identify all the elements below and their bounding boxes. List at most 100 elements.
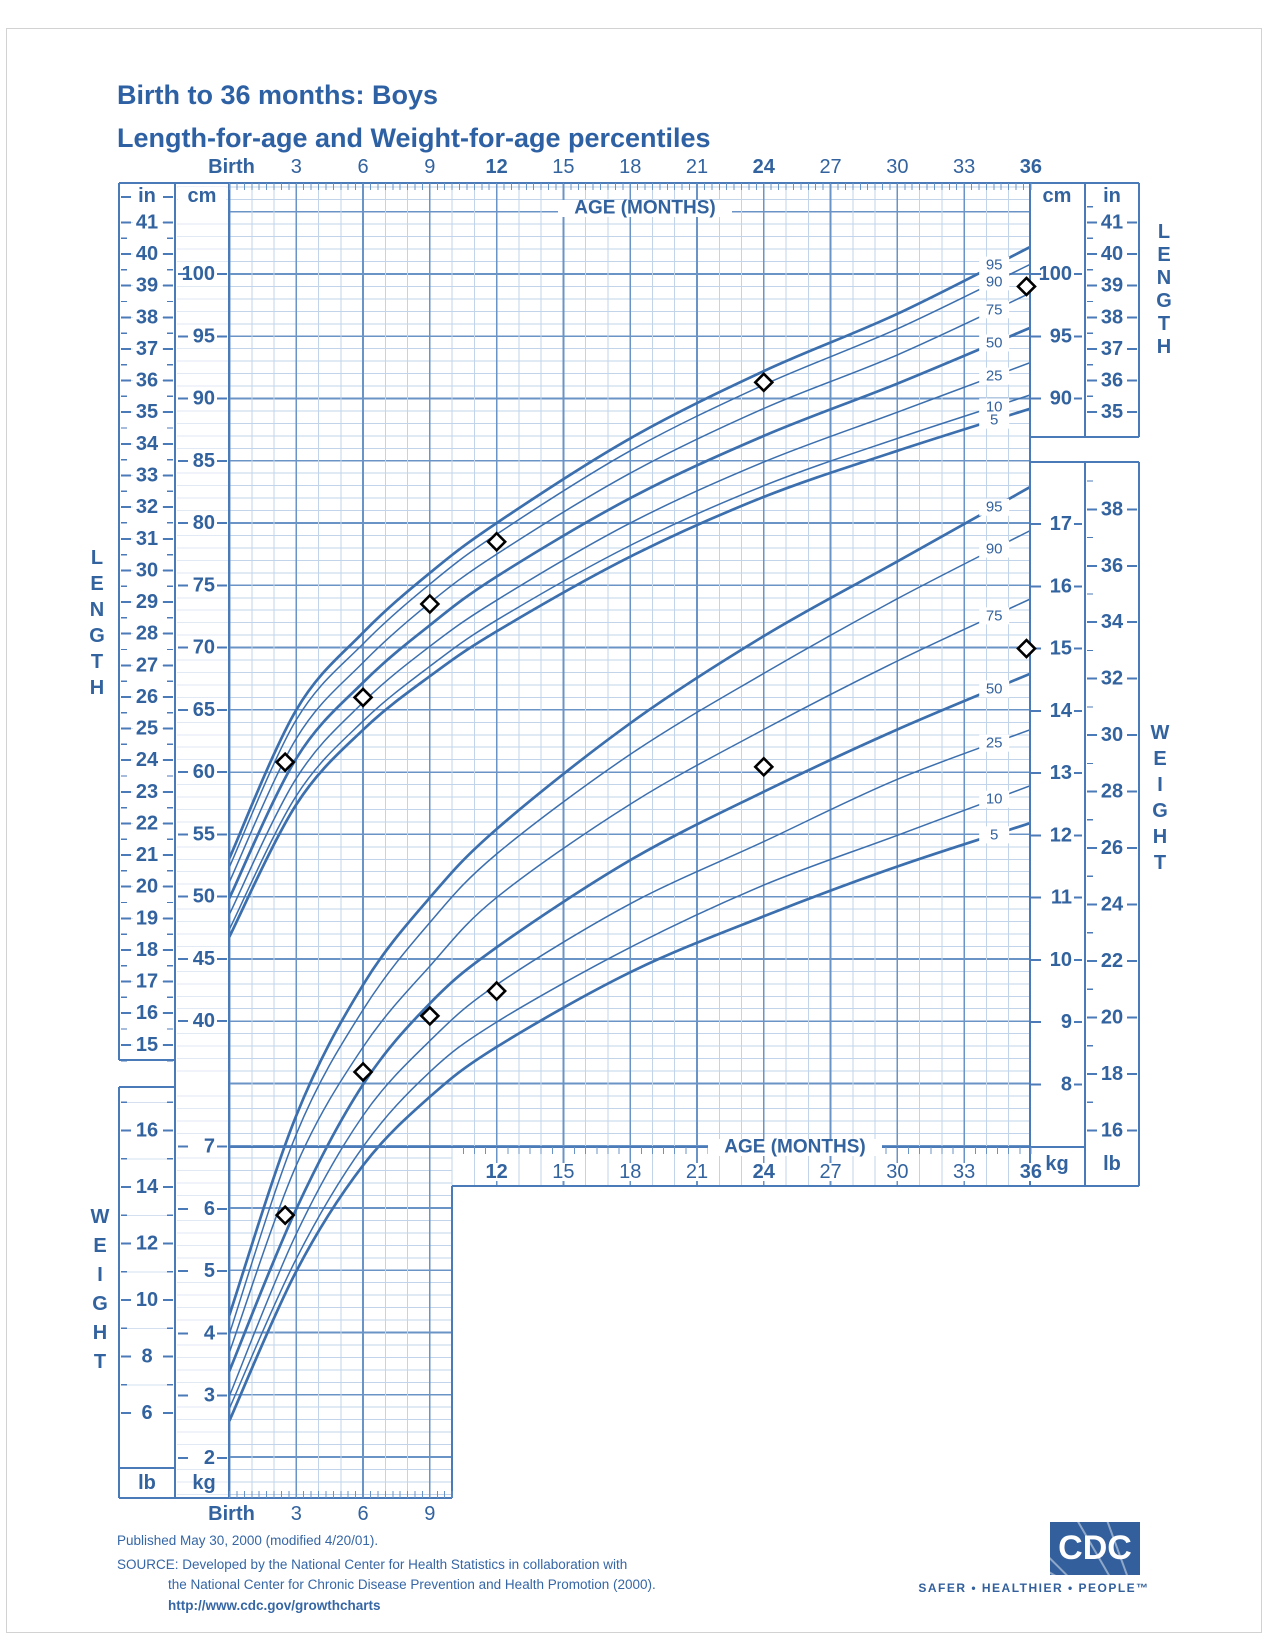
footer-source-line1: SOURCE: Developed by the National Center…: [117, 1557, 628, 1572]
weight-kg-left-label: 5: [204, 1260, 215, 1282]
length-in-right-label: 36: [1101, 370, 1123, 392]
cdc-logo-text: CDC: [1058, 1529, 1132, 1567]
percentile-curves-weight: [229, 485, 1030, 1422]
page-title-line2: Length-for-age and Weight-for-age percen…: [117, 123, 711, 153]
length-in-left-label: 28: [136, 623, 158, 645]
length-cm-left-label: 85: [193, 450, 215, 472]
label-halo: [133, 593, 162, 612]
age-top-label: 33: [953, 156, 975, 178]
label-halo: [176, 763, 216, 782]
length-cm-left-label: 90: [193, 388, 215, 410]
side-label-weight-right: E: [1153, 748, 1166, 770]
data-point: [419, 593, 441, 615]
length-cm-left-label: 50: [193, 886, 215, 908]
label-halo: [133, 403, 162, 422]
weight-kg-right-label: 11: [1051, 887, 1072, 909]
side-label-length-right: H: [1157, 336, 1171, 358]
age-bottom-label: 6: [358, 1503, 369, 1525]
label-halo: [176, 389, 216, 408]
length-scale-right: cm in 100 95 90 41 40 39 38 37 36 35: [1031, 185, 1137, 423]
side-label-length-left: E: [90, 573, 103, 595]
length-in-left-label: 22: [136, 812, 158, 834]
weight-kg-right-label: 17: [1050, 513, 1072, 535]
side-label-weight-left: T: [94, 1351, 106, 1373]
weight-lb-right-label: 16: [1101, 1120, 1123, 1142]
label-halo: [616, 1163, 645, 1181]
footer-url: http://www.cdc.gov/growthcharts: [168, 1598, 381, 1613]
label-halo: [176, 576, 216, 595]
percentile-curve-10: [229, 394, 1030, 930]
percentile-curve-10: [229, 784, 1030, 1409]
label-halo: [133, 1178, 162, 1197]
label-halo: [749, 1163, 778, 1181]
weight-scale-right: 17 16 15 14 13 12 11 10 9 8 38 36 34 32 30 28 26 24 22 20 18…: [1031, 480, 1137, 1175]
side-label-length-right: L: [1158, 221, 1170, 243]
data-point: [1016, 276, 1037, 297]
age-top-label: 36: [1020, 156, 1042, 178]
weight-kg-right-label: 14: [1050, 700, 1073, 722]
label-halo: [558, 200, 732, 217]
length-in-left-label: 36: [136, 370, 158, 392]
age-bottom-label: 3: [291, 1503, 302, 1525]
percentile-curve-90: [229, 529, 1030, 1335]
label-halo: [133, 751, 162, 770]
data-point: [352, 687, 374, 708]
age-top-label: 27: [819, 156, 841, 178]
percentile-curve-95: [229, 245, 1030, 860]
label-halo: [176, 514, 216, 533]
label-halo: [176, 1448, 216, 1467]
label-halo: [133, 877, 162, 896]
length-in-left-label: 38: [136, 306, 158, 328]
cdc-logo: CDC: [1050, 1522, 1140, 1575]
label-halo: [176, 327, 216, 346]
length-in-left-label: 19: [136, 907, 158, 929]
length-cm-left-label: 100: [182, 263, 215, 285]
length-in-left-label: 26: [136, 686, 158, 708]
weight-kg-left-label: 6: [204, 1198, 215, 1220]
label-halo: [979, 273, 1010, 291]
label-halo: [133, 687, 162, 706]
label-halo: [176, 451, 216, 470]
data-point: [274, 751, 296, 773]
label-halo: [979, 398, 1010, 416]
weight-lb-left-label: 8: [141, 1346, 152, 1368]
length-in-left-label: 30: [136, 559, 158, 581]
data-point: [753, 756, 775, 778]
label-halo: [133, 1121, 162, 1140]
label-halo: [708, 1139, 882, 1156]
axis-unit-cm: cm: [1043, 185, 1072, 207]
age-top-label: 3: [291, 156, 302, 178]
label-halo: [979, 790, 1010, 808]
label-halo: [816, 1163, 845, 1181]
percentile-curve-25: [229, 361, 1030, 915]
label-halo: [979, 826, 1010, 844]
label-halo: [133, 1291, 162, 1310]
length-in-left-label: 39: [136, 275, 158, 297]
percentile-label-90: 90: [986, 273, 1003, 290]
length-in-left-label: 16: [136, 1002, 158, 1024]
percentile-curve-75: [229, 597, 1030, 1353]
side-label-length-left: G: [89, 625, 105, 647]
label-halo: [979, 367, 1010, 385]
side-label-length-right: T: [1158, 313, 1170, 335]
label-halo: [979, 411, 1010, 429]
label-halo: [133, 972, 162, 991]
length-in-left-label: 41: [136, 211, 158, 233]
length-in-right-label: 37: [1101, 338, 1123, 360]
length-in-left-label: 34: [136, 433, 159, 455]
label-halo: [133, 846, 162, 865]
age-axis-titles: AGE (MONTHS) AGE (MONTHS): [558, 198, 882, 1158]
weight-kg-left-label: 4: [204, 1322, 216, 1344]
label-halo: [133, 308, 162, 327]
weight-kg-right-label: 13: [1050, 762, 1072, 784]
length-cm-left-label: 45: [193, 948, 215, 970]
side-label-length-left: N: [90, 599, 104, 621]
label-halo: [133, 339, 162, 358]
percentile-curves-length: [229, 245, 1030, 938]
percentile-curve-95: [229, 485, 1030, 1317]
percentile-label-10: 10: [986, 398, 1003, 415]
label-halo: [979, 301, 1010, 319]
percentile-curve-5: [229, 821, 1030, 1422]
length-in-right-label: 41: [1101, 211, 1123, 233]
